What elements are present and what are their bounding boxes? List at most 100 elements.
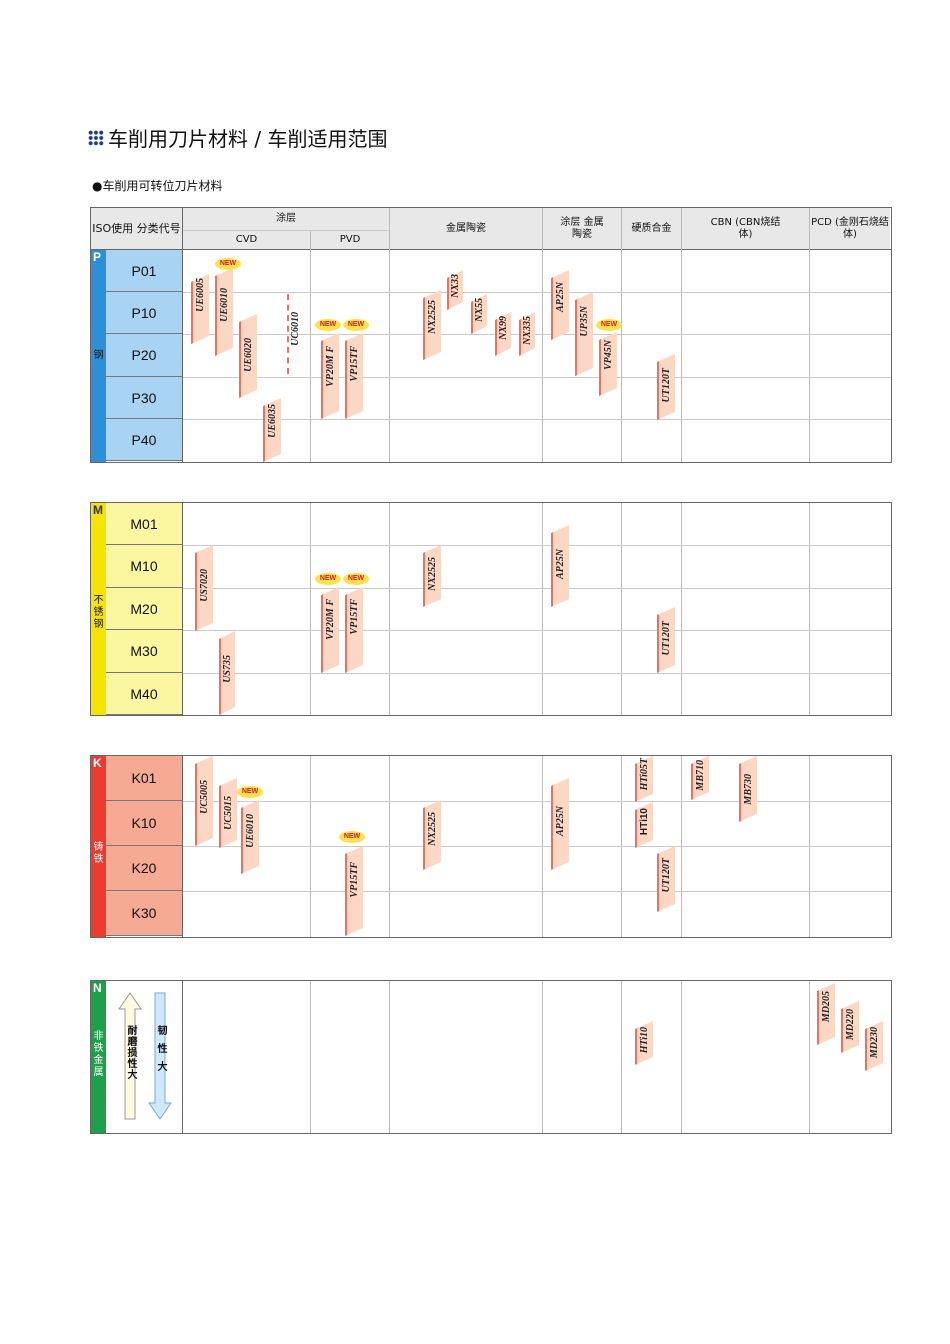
bar-label-nx33: NX33 [450, 274, 461, 298]
band-name-p: 钢 [93, 350, 104, 361]
bar-label-md205: MD205 [821, 991, 832, 1023]
grade-m30: M30 [106, 630, 182, 673]
bar-label-ut120t: UT120T [661, 858, 672, 893]
col-line [182, 756, 183, 937]
bar-ue6010 [215, 268, 233, 356]
band-p: P 钢 [91, 250, 106, 462]
col-line [542, 503, 543, 715]
bar-ap25n [551, 525, 569, 607]
bar-label-hti10: HTi10 [639, 1027, 650, 1054]
row-line [183, 588, 891, 589]
header-cermet-label: 金属陶瓷 [446, 222, 486, 234]
band-letter-k: K [93, 756, 102, 770]
new-badge: NEW [343, 319, 369, 331]
band-m: M 不锈钢 [91, 503, 106, 715]
page-title-text: 车削用刀片材料 / 车削适用范围 [108, 127, 388, 151]
bar-label-ue6005: UE6005 [195, 278, 206, 312]
col-line [809, 208, 810, 462]
bar-ue6020 [239, 314, 257, 398]
grade-p10: P10 [106, 292, 182, 334]
grade-k10: K10 [106, 801, 182, 846]
section-p-steel: ISO使用 分类代号 涂层 CVD PVD 金属陶瓷 涂层 金属陶瓷 硬质合金 … [90, 207, 892, 463]
bar-label-uc5015: UC5015 [223, 796, 234, 830]
col-line [310, 231, 311, 462]
bar-label-nx55: NX55 [474, 298, 485, 322]
row-line [183, 630, 891, 631]
bar-label-ue6035: UE6035 [267, 404, 278, 438]
bar-label-up35n: UP35N [579, 306, 590, 337]
bar-uc5015 [219, 778, 237, 848]
bar-label-ap25n: AP25N [555, 282, 566, 312]
row-line [183, 846, 891, 847]
new-badge: NEW [339, 831, 365, 843]
bar-ap25n [551, 778, 569, 870]
bar-hti10 [635, 802, 653, 848]
header-pcd: PCD (金刚石烧结体) [810, 208, 890, 249]
bar-nx2525 [423, 545, 441, 607]
col-line [389, 208, 390, 462]
legend-wear-resistance: 耐磨损性大 [125, 1025, 136, 1080]
toughness-arrow-icon [148, 992, 172, 1120]
header-pvd: PVD [311, 231, 389, 249]
bar-label-vp15tf: VP15TF [349, 862, 360, 898]
bar-ue6035 [263, 398, 281, 462]
header-cvd-label: CVD [235, 234, 258, 245]
bar-vp20mf [321, 333, 339, 419]
row-line [183, 545, 891, 546]
bar-vp15tf [345, 846, 363, 936]
grade-p20: P20 [106, 334, 182, 377]
new-badge: NEW [237, 786, 263, 798]
new-badge: NEW [315, 573, 341, 585]
bar-us7020 [195, 545, 213, 631]
band-n: N 非铁金属 [91, 981, 106, 1133]
header-cermet: 金属陶瓷 [390, 208, 542, 249]
bar-md220 [841, 1001, 859, 1053]
bar-label-ap25n: AP25N [555, 549, 566, 579]
row-line [183, 292, 891, 293]
bar-label-md220: MD220 [845, 1009, 856, 1041]
grade-p40: P40 [106, 419, 182, 461]
bar-label-vp45n: VP45N [603, 340, 614, 370]
header-coated-cermet-label: 涂层 金属陶瓷 [560, 216, 604, 240]
bar-nx33 [447, 270, 463, 310]
bar-vp20mf [321, 587, 339, 673]
bar-label-md230: MD230 [869, 1027, 880, 1059]
bar-md230 [865, 1021, 883, 1071]
bar-ut120t [657, 846, 675, 912]
bar-nx335 [519, 312, 535, 356]
grade-p01: P01 [106, 250, 182, 292]
col-line [389, 981, 390, 1133]
bar-label-vp15tf: VP15TF [349, 346, 360, 382]
bar-ut120t [657, 607, 675, 673]
bar-label-uc6010: UC6010 [290, 312, 301, 346]
col-line [681, 208, 682, 462]
bar-uc6010 [287, 294, 301, 374]
band-k: K 铸铁 [91, 756, 106, 937]
bar-label-mb730: MB730 [743, 774, 754, 805]
new-badge: NEW [315, 319, 341, 331]
bar-label-ut120t: UT120T [661, 621, 672, 656]
col-line [542, 208, 543, 462]
header-cbn-label: CBN (CBN烧结体) [710, 216, 781, 240]
band-name-k: 铸铁 [93, 842, 104, 865]
header-cbn: CBN (CBN烧结体) [682, 208, 809, 249]
bar-label-us7020: US7020 [199, 569, 210, 602]
col-line [809, 981, 810, 1133]
bar-label-vp15tf: VP15TF [349, 599, 360, 635]
col-line [389, 503, 390, 715]
header-coated-label: 涂层 [276, 213, 296, 224]
bar-label-nx2525: NX2525 [427, 812, 438, 846]
bar-label-us735: US735 [222, 655, 233, 683]
bar-vp45n [599, 332, 617, 396]
bar-ue6010 [241, 800, 259, 874]
section-m-stainless: M 不锈钢 M01 M10 M20 M30 M40 US7020 US735 N… [90, 502, 892, 716]
bar-label-nx335: NX335 [522, 316, 533, 345]
grade-m40: M40 [106, 673, 182, 715]
new-badge: NEW [215, 258, 241, 270]
band-letter-m: M [93, 503, 103, 517]
section-n-nonferrous: N 非铁金属 耐磨损性大 韧性大 HTi10 MD205 MD220 MD230 [90, 980, 892, 1134]
bar-nx2525 [423, 800, 441, 870]
band-name-n: 非铁金属 [93, 1031, 104, 1078]
bar-ut120t [657, 354, 675, 420]
legend-toughness: 韧性大 [155, 1025, 166, 1079]
